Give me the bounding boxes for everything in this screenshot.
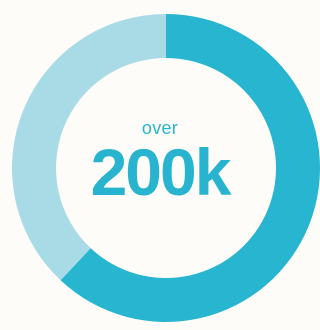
donut-slice-secondary xyxy=(12,14,167,281)
donut-slice-primary xyxy=(60,14,320,322)
center-value: 200k xyxy=(90,135,232,209)
center-prefix: over xyxy=(141,118,179,138)
